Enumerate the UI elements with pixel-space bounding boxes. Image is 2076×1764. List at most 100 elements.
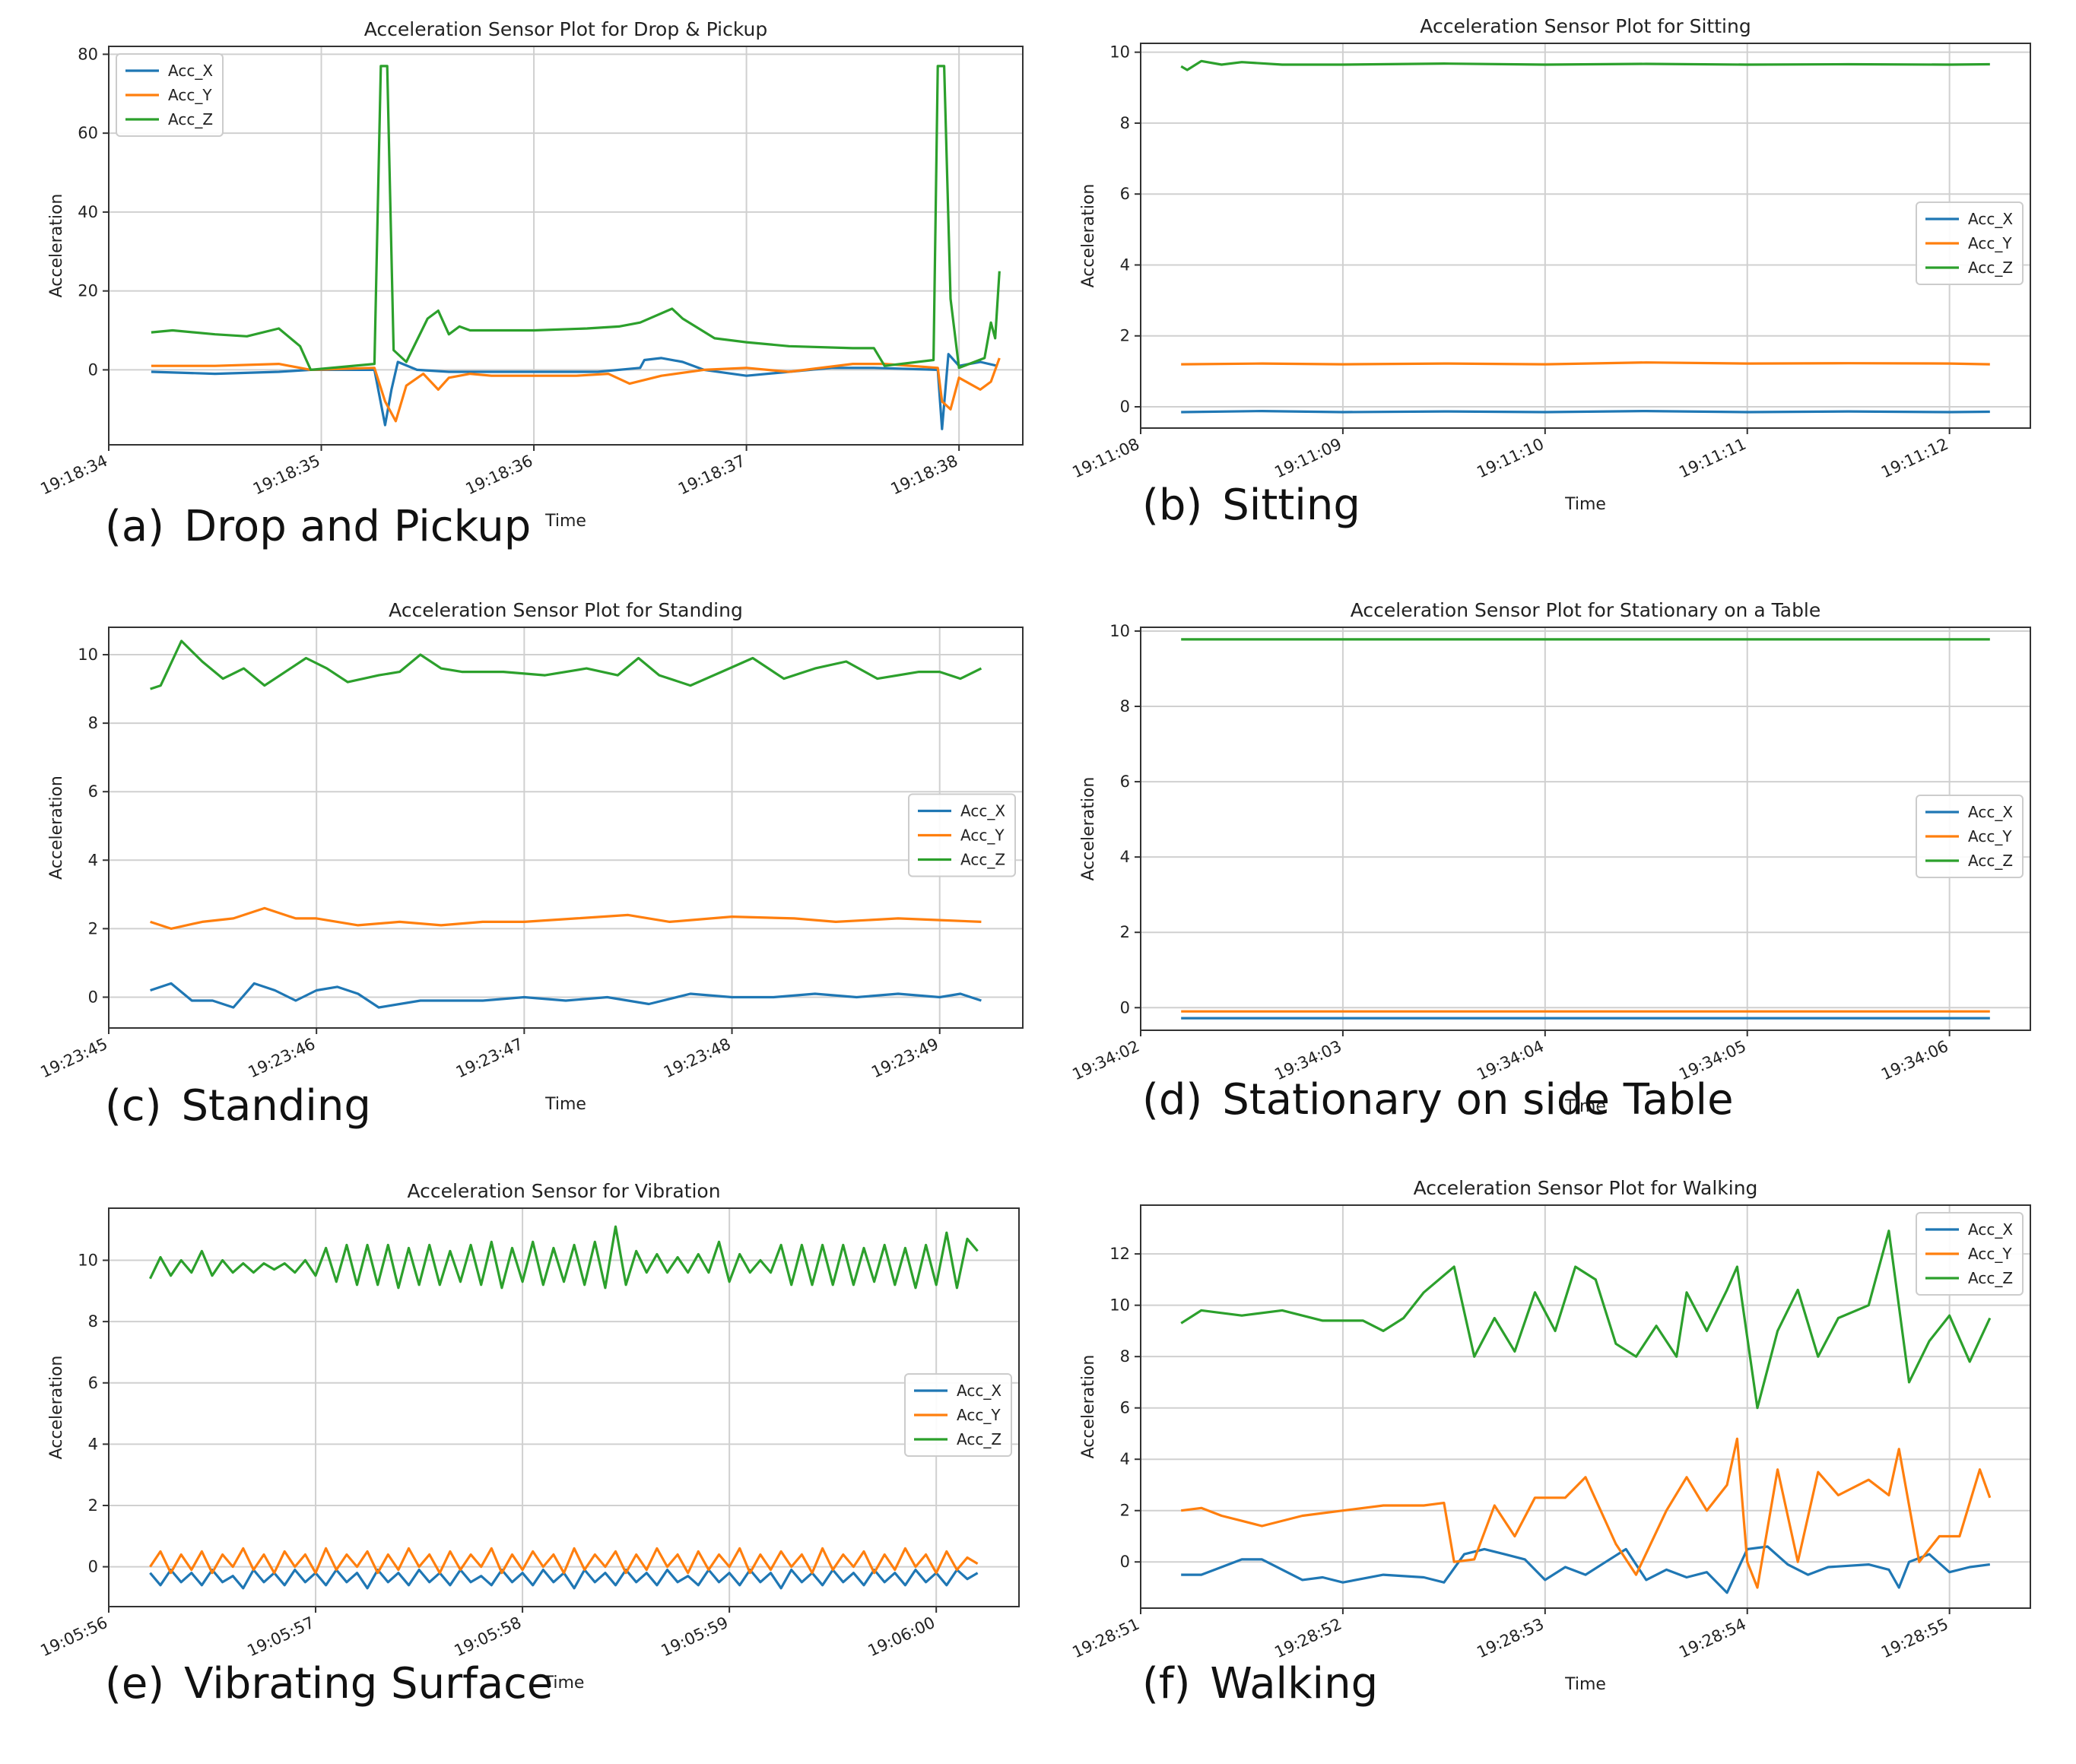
panel-caption: (a) Drop and Pickup bbox=[105, 502, 531, 551]
x-axis-label: Time bbox=[1564, 495, 1606, 514]
y-tick-label: 4 bbox=[88, 851, 98, 869]
y-tick-label: 12 bbox=[1109, 1245, 1130, 1263]
series-line-acc-y bbox=[1180, 1437, 1992, 1589]
y-axis-label: Acceleration bbox=[47, 1356, 66, 1460]
y-tick-label: 0 bbox=[1120, 1553, 1130, 1571]
series-line-acc-x bbox=[1181, 1545, 1991, 1594]
legend-label: Acc_X bbox=[1968, 210, 2013, 228]
caption-text: Drop and Pickup bbox=[184, 502, 532, 551]
x-tick-label: 19:23:45 bbox=[37, 1035, 110, 1082]
legend-box bbox=[1916, 201, 2024, 285]
legend: Acc_X Acc_Y Acc_Z bbox=[904, 1373, 1012, 1457]
y-tick-label: 10 bbox=[1109, 622, 1130, 640]
legend-label: Acc_Z bbox=[168, 110, 213, 128]
x-tick-label: 19:18:35 bbox=[250, 452, 323, 499]
chart-panel-6: 0 2 4 6 8 10 12 19:28:51 19:28:52 19:28:53 19:28:5… bbox=[1069, 1177, 2031, 1694]
x-axis-label: Time bbox=[544, 1095, 586, 1114]
y-tick-label: 2 bbox=[1120, 1502, 1130, 1520]
y-tick-label: 10 bbox=[1109, 43, 1130, 62]
y-tick-label: 2 bbox=[88, 919, 98, 938]
y-tick-label: 0 bbox=[88, 988, 98, 1006]
y-tick-label: 4 bbox=[88, 1435, 98, 1453]
x-tick-label: 19:05:56 bbox=[37, 1613, 110, 1661]
x-tick-label: 19:23:49 bbox=[868, 1035, 941, 1082]
chart-title: Acceleration Sensor Plot for Stationary … bbox=[1351, 599, 1821, 621]
caption-text: Vibrating Surface bbox=[184, 1659, 554, 1708]
legend-box bbox=[1916, 795, 2024, 878]
y-tick-label: 10 bbox=[78, 1252, 98, 1270]
panel-caption: (c) Standing bbox=[105, 1081, 371, 1131]
legend: Acc_X Acc_Y Acc_Z bbox=[1916, 795, 2024, 878]
y-tick-label: 2 bbox=[88, 1496, 98, 1515]
x-tick-label: 19:28:53 bbox=[1474, 1615, 1547, 1662]
x-tick-label: 19:05:59 bbox=[659, 1613, 732, 1661]
legend-label: Acc_Y bbox=[168, 86, 212, 104]
y-tick-label: 80 bbox=[78, 45, 98, 63]
y-tick-label: 6 bbox=[1120, 1399, 1130, 1417]
series-line-acc-y bbox=[1181, 361, 1990, 366]
legend-box bbox=[908, 793, 1016, 877]
x-tick-label: 19:18:36 bbox=[463, 452, 536, 499]
plot-frame bbox=[1140, 1204, 2031, 1609]
x-axis-label: Time bbox=[544, 512, 586, 531]
plot-frame bbox=[1140, 627, 2031, 1031]
series-line-acc-y bbox=[150, 906, 982, 930]
chart-title: Acceleration Sensor Plot for Sitting bbox=[1420, 15, 1751, 37]
legend-label: Acc_Z bbox=[957, 1430, 1001, 1448]
y-tick-label: 20 bbox=[78, 282, 98, 300]
panel-caption: (f) Walking bbox=[1142, 1659, 1378, 1708]
caption-text: Walking bbox=[1210, 1659, 1379, 1708]
caption-label: (e) bbox=[105, 1659, 165, 1708]
x-tick-label: 19:18:37 bbox=[675, 452, 748, 499]
chart-panel-3: 0 2 4 6 8 10 19:23:45 19:23:46 19:23:47 19:23:48 1… bbox=[37, 599, 1024, 1114]
x-tick-label: 19:11:09 bbox=[1271, 435, 1344, 482]
x-tick-label: 19:06:00 bbox=[865, 1613, 938, 1661]
x-tick-label: 19:23:48 bbox=[661, 1035, 734, 1082]
x-axis-label: Time bbox=[1564, 1675, 1606, 1694]
series-line-acc-x bbox=[151, 353, 998, 430]
x-tick-label: 19:34:06 bbox=[1878, 1037, 1951, 1084]
y-tick-label: 40 bbox=[78, 203, 98, 221]
caption-text: Sitting bbox=[1222, 481, 1360, 530]
y-tick-label: 2 bbox=[1120, 327, 1130, 345]
legend-label: Acc_Y bbox=[1968, 234, 2012, 252]
legend: Acc_X Acc_Y Acc_Z bbox=[1916, 201, 2024, 285]
x-tick-label: 19:05:57 bbox=[245, 1613, 318, 1661]
legend: Acc_X Acc_Y Acc_Z bbox=[908, 793, 1016, 877]
x-tick-label: 19:34:02 bbox=[1069, 1037, 1142, 1084]
legend-label: Acc_X bbox=[1968, 1220, 2013, 1239]
plot-frame bbox=[1140, 43, 2031, 429]
legend-label: Acc_Z bbox=[1968, 1269, 2013, 1287]
caption-label: (c) bbox=[105, 1081, 162, 1131]
y-tick-label: 2 bbox=[1120, 923, 1130, 941]
y-tick-label: 0 bbox=[88, 360, 98, 379]
legend-label: Acc_Z bbox=[1968, 852, 2013, 870]
series-line-acc-z bbox=[1180, 1229, 1992, 1410]
x-tick-label: 19:23:47 bbox=[453, 1035, 526, 1082]
plot-frame bbox=[108, 1207, 1020, 1607]
x-tick-label: 19:11:08 bbox=[1069, 435, 1142, 482]
legend-label: Acc_X bbox=[960, 802, 1005, 820]
y-tick-label: 0 bbox=[1120, 398, 1130, 416]
y-axis-label: Acceleration bbox=[47, 194, 66, 298]
y-tick-label: 6 bbox=[1120, 185, 1130, 203]
chart-title: Acceleration Sensor for Vibration bbox=[407, 1180, 720, 1202]
legend-label: Acc_Y bbox=[960, 826, 1005, 845]
panel-caption: (d) Stationary on side Table bbox=[1142, 1075, 1734, 1125]
y-tick-label: 6 bbox=[88, 782, 98, 801]
y-tick-label: 6 bbox=[1120, 773, 1130, 791]
x-tick-label: 19:28:54 bbox=[1676, 1615, 1749, 1662]
x-axis-label: Time bbox=[1564, 1097, 1606, 1116]
legend-label: Acc_Y bbox=[1968, 827, 2012, 846]
plot-frame bbox=[108, 627, 1024, 1029]
x-tick-label: 19:05:58 bbox=[452, 1613, 525, 1661]
y-tick-label: 8 bbox=[1120, 114, 1130, 132]
legend: Acc_X Acc_Y Acc_Z bbox=[116, 53, 224, 137]
y-tick-label: 8 bbox=[88, 1312, 98, 1331]
series-line-acc-z bbox=[1180, 59, 1990, 71]
series-line-acc-z bbox=[150, 639, 982, 690]
y-tick-label: 8 bbox=[1120, 697, 1130, 715]
